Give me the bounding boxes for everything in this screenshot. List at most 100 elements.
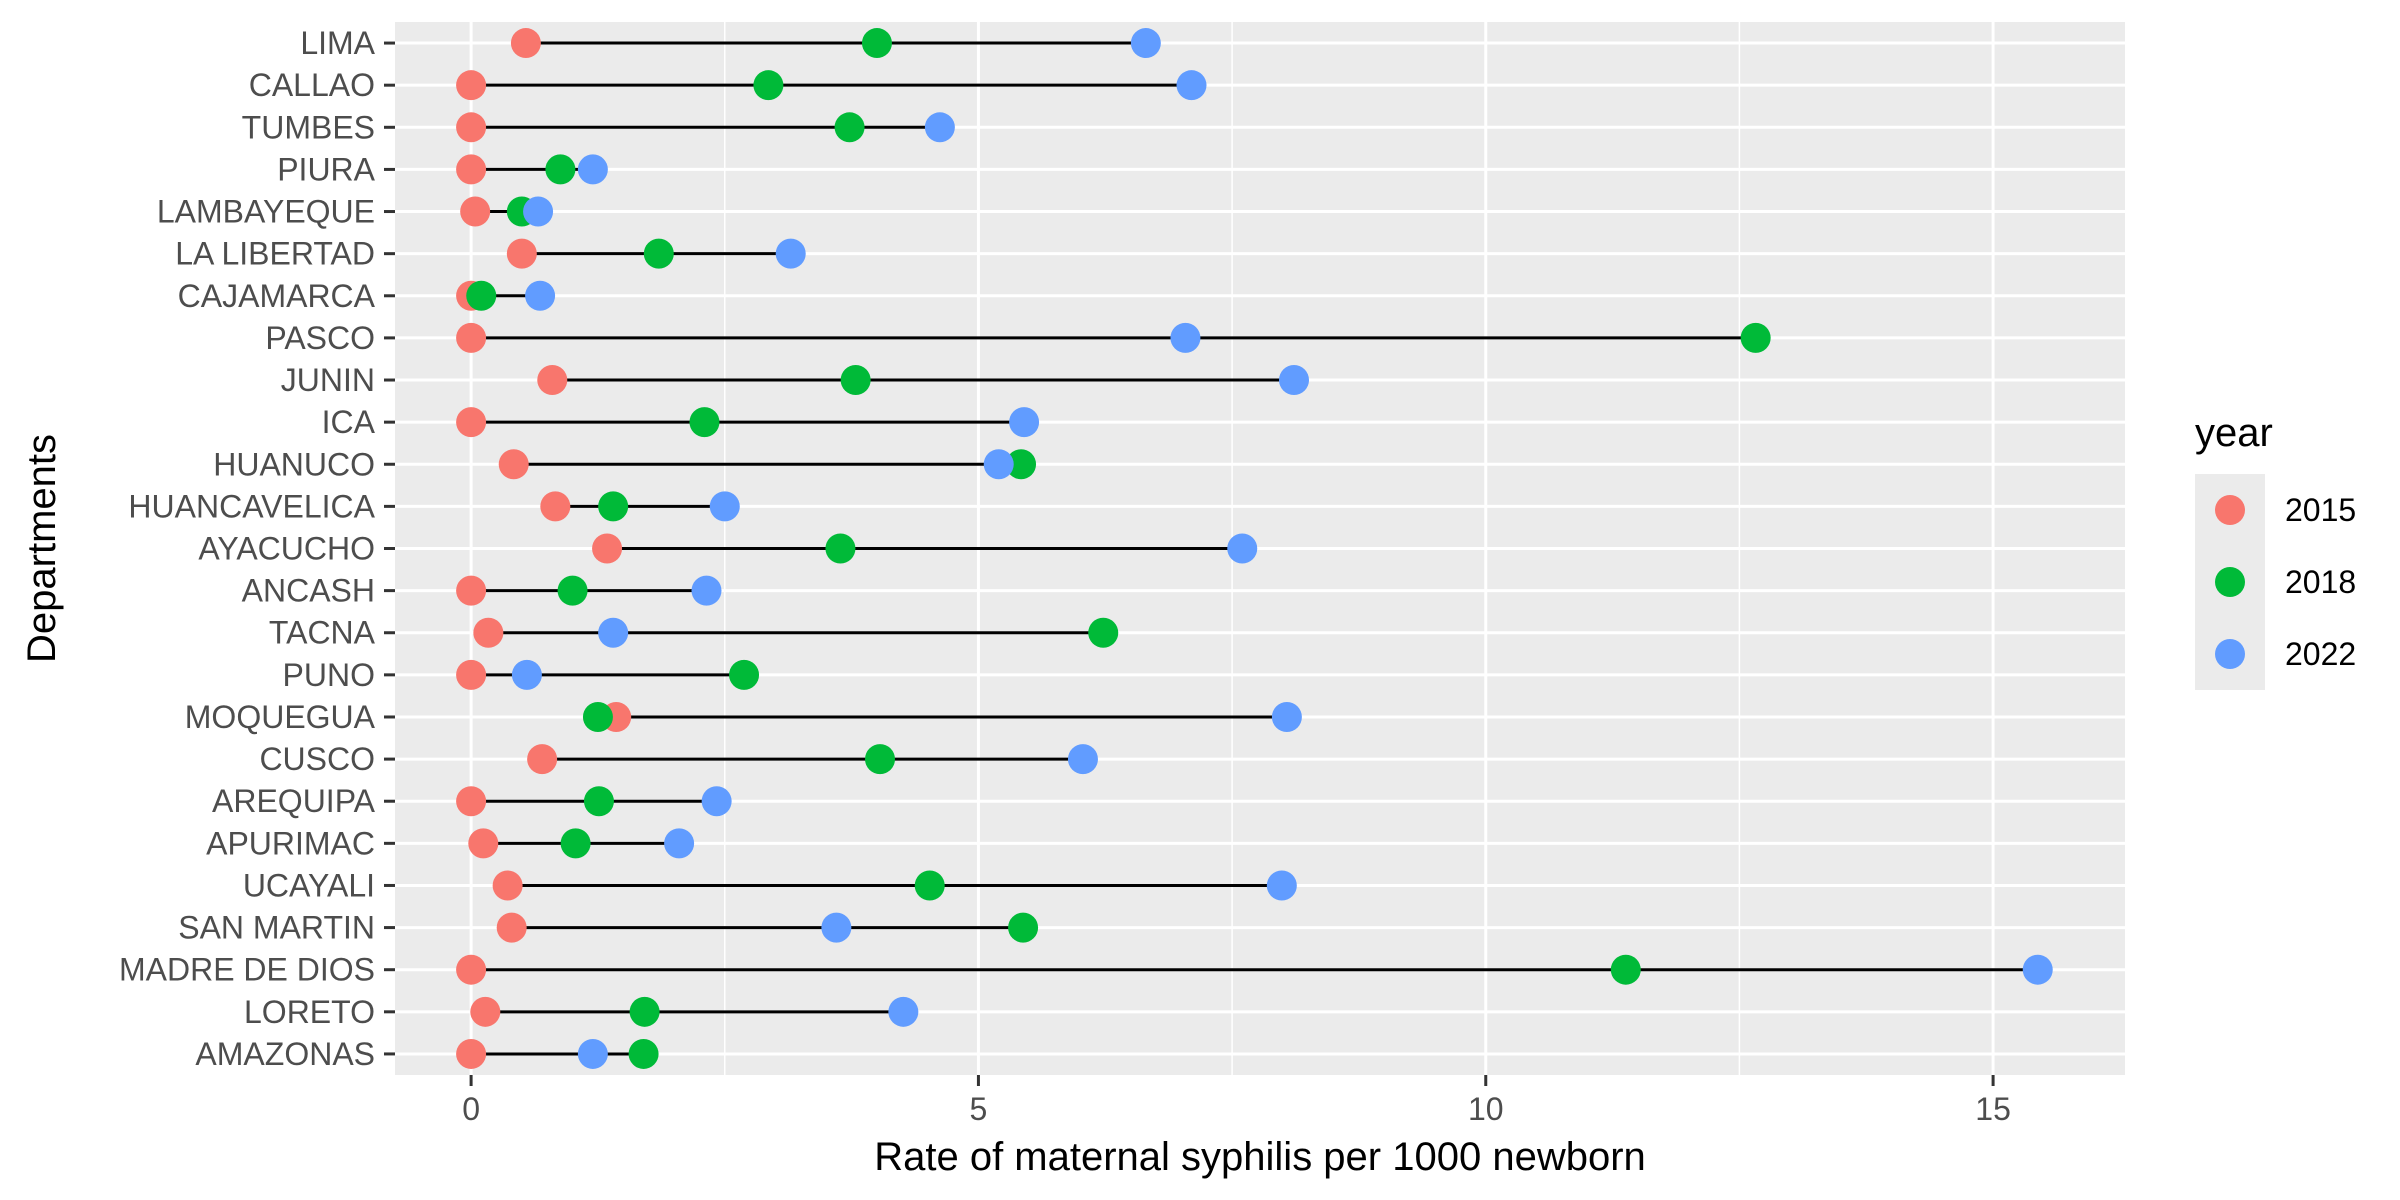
point-2022 [1271,701,1302,732]
legend-key-2018 [2215,567,2245,597]
point-2022 [691,575,722,606]
point-2015 [473,617,504,648]
legend-key-2015 [2215,495,2245,525]
point-2018 [583,786,614,817]
point-2022 [1266,870,1297,901]
point-2018 [1006,449,1037,480]
x-tick-label: 0 [462,1091,480,1127]
point-2015 [470,996,501,1027]
point-2015 [496,912,527,943]
y-tick-label: PIURA [277,151,375,187]
point-2022 [888,996,919,1027]
point-2018 [689,407,720,438]
legend-label: 2018 [2285,564,2356,600]
point-2022 [577,1038,608,1069]
point-2015 [498,449,529,480]
point-2018 [1610,954,1641,985]
y-tick-label: ICA [322,404,376,440]
point-2018 [729,659,760,690]
y-tick-label: MOQUEGUA [185,699,376,735]
point-2022 [821,912,852,943]
y-tick-label: UCAYALI [243,867,375,903]
point-2022 [2022,954,2053,985]
y-tick-label: JUNIN [281,362,375,398]
legend-title: year [2195,411,2273,455]
legend-label: 2022 [2285,636,2356,672]
y-tick-label: LORETO [244,994,375,1030]
point-2018 [1740,322,1771,353]
x-axis: 0 5 10 15 [462,1075,2011,1127]
point-2018 [1088,617,1119,648]
x-axis-title: Rate of maternal syphilis per 1000 newbo… [874,1135,1646,1179]
point-2022 [1009,407,1040,438]
y-tick-label: LAMBAYEQUE [157,194,375,230]
point-2018 [598,491,629,522]
point-2022 [709,491,740,522]
point-2015 [456,575,487,606]
y-tick-label: LIMA [300,25,375,61]
point-2022 [924,112,955,143]
point-2022 [525,280,556,311]
point-2015 [527,744,558,775]
point-2015 [592,533,623,564]
point-2018 [865,744,896,775]
point-2018 [628,1038,659,1069]
y-tick-label: TUMBES [242,109,375,145]
y-tick-label: APURIMAC [206,825,375,861]
y-tick-label: CUSCO [259,741,375,777]
point-2018 [825,533,856,564]
point-2018 [1008,912,1039,943]
y-tick-label: CALLAO [249,67,375,103]
y-tick-label: AREQUIPA [212,783,376,819]
data-points [456,28,2053,1069]
point-2015 [492,870,523,901]
y-tick-label: PUNO [283,657,375,693]
y-tick-label: CAJAMARCA [178,278,376,314]
point-2022 [1067,744,1098,775]
point-2022 [701,786,732,817]
point-2018 [753,70,784,101]
x-tick-label: 15 [1975,1091,2011,1127]
point-2022 [775,238,806,269]
point-2018 [840,365,871,396]
point-2022 [1170,322,1201,353]
y-tick-label: TACNA [269,615,376,651]
x-tick-label: 10 [1468,1091,1504,1127]
point-2015 [510,28,541,59]
point-2022 [983,449,1014,480]
point-2022 [511,659,542,690]
point-2022 [1278,365,1309,396]
x-tick-label: 5 [970,1091,988,1127]
point-2015 [456,322,487,353]
point-2015 [540,491,571,522]
y-tick-label: MADRE DE DIOS [119,952,375,988]
legend: year 2015 2018 2022 [2195,411,2356,690]
y-axis: LIMA CALLAO TUMBES PIURA LAMBAYEQUE LA LIBERT… [119,25,395,1072]
point-2015 [456,1038,487,1069]
y-axis-title: Departments [20,434,64,663]
legend-key-2022 [2215,639,2245,669]
point-2022 [523,196,554,227]
point-2018 [629,996,660,1027]
point-2018 [560,828,591,859]
legend-label: 2015 [2285,492,2356,528]
y-tick-label: AYACUCHO [198,531,375,567]
point-2015 [456,659,487,690]
point-2018 [545,154,576,185]
point-2015 [456,407,487,438]
point-2022 [1130,28,1161,59]
point-2018 [834,112,865,143]
point-2015 [456,70,487,101]
y-tick-label: SAN MARTIN [178,910,375,946]
y-tick-label: AMAZONAS [195,1036,375,1072]
point-2022 [664,828,695,859]
point-2015 [456,954,487,985]
point-2018 [582,701,613,732]
point-2018 [643,238,674,269]
y-tick-label: LA LIBERTAD [175,236,375,272]
point-2022 [577,154,608,185]
point-2015 [537,365,568,396]
point-2015 [506,238,537,269]
y-tick-label: PASCO [265,320,375,356]
point-2022 [598,617,629,648]
